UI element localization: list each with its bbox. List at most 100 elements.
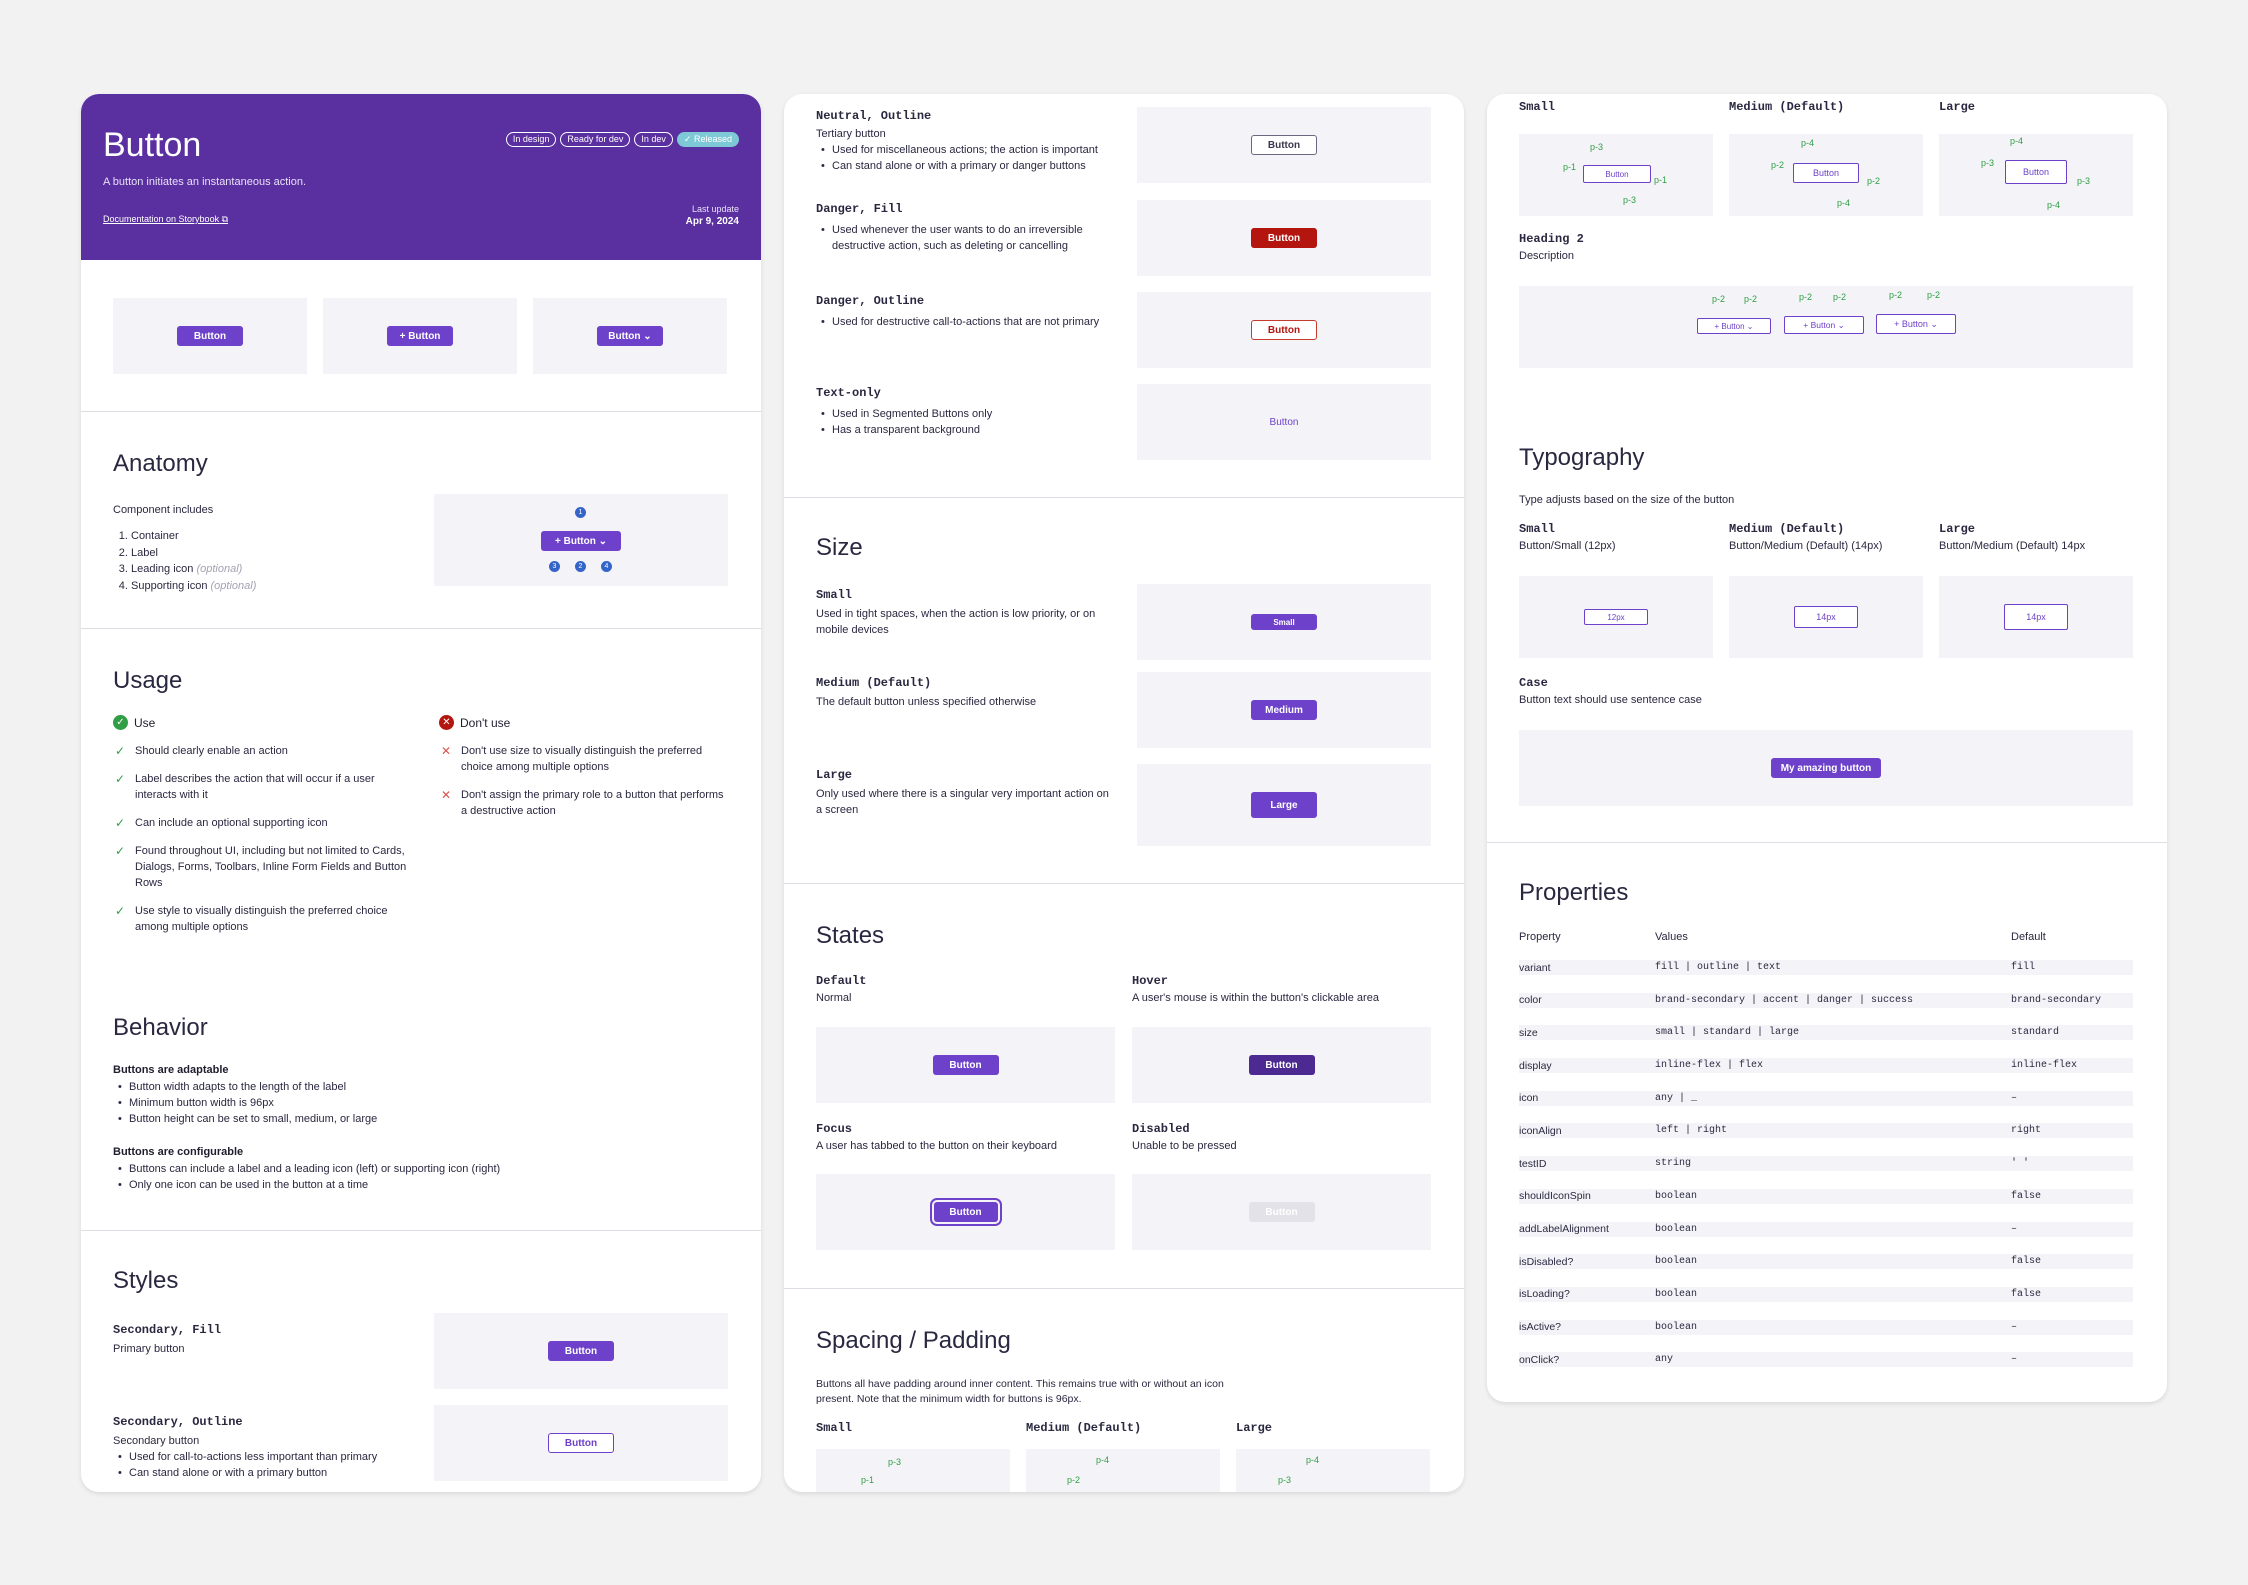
style-bullet: Used for call-to-actions less important … — [113, 1449, 413, 1465]
example-button-with-chevron[interactable]: Button ⌄ — [597, 326, 663, 346]
behavior-item: Button width adapts to the length of the… — [113, 1079, 713, 1095]
table-row: size small | standard | large standard — [1519, 1025, 2133, 1041]
example-button-leading-icon: + Button — [323, 298, 517, 374]
padding-size-label: Large — [1939, 100, 1976, 114]
danger-outline-button[interactable]: Button — [1251, 320, 1317, 340]
medium-button[interactable]: Medium — [1251, 700, 1317, 720]
plus-icon: + — [399, 330, 409, 342]
properties-section: Properties Property Values Default — [1487, 842, 2167, 1402]
spacing-preview — [816, 1449, 1010, 1492]
check-icon: ✓ — [115, 816, 126, 830]
dont-item: ✕ Don't use size to visually distinguish … — [441, 744, 703, 773]
table-row: isDisabled? boolean false — [1519, 1254, 2133, 1270]
properties-table: variant fill | outline | text fill color br… — [1519, 960, 2133, 1385]
behavior-item: Only one icon can be used in the button … — [113, 1177, 713, 1193]
behavior-group-1-list: Button width adapts to the length of the… — [113, 1079, 713, 1127]
behavior-group-2-title: Buttons are configurable — [113, 1146, 244, 1158]
padding-label: p-2 — [1867, 176, 1881, 186]
secondary-outline-button[interactable]: Button — [548, 1433, 614, 1453]
style-bullets: Used in Segmented Buttons only Has a tra… — [816, 406, 1116, 438]
check-icon: ✓ — [115, 904, 126, 918]
padding-label: p-2 — [1067, 1475, 1081, 1485]
padding-label: p-1 — [1654, 175, 1668, 185]
case-desc: Button text should use sentence case — [1519, 694, 1702, 706]
spacing-title: Spacing / Padding — [816, 1327, 1011, 1354]
state-label: Focus — [816, 1122, 853, 1136]
typography-label: Small — [1519, 522, 1556, 536]
page-header: Button A button initiates an instantaneo… — [81, 94, 761, 260]
typography-large-sample: 14px — [2004, 604, 2068, 630]
table-row: variant fill | outline | text fill — [1519, 960, 2133, 975]
state-preview: Button — [1132, 1027, 1431, 1103]
padding-label: p-2 — [1927, 290, 1941, 300]
spacing-section: Spacing / Padding Buttons all have paddi… — [784, 1288, 1464, 1492]
col-values: Values — [1655, 931, 1688, 943]
padding-label: p-3 — [2077, 176, 2091, 186]
use-item: ✓ Use style to visually distinguish the p… — [115, 904, 388, 933]
typography-preview: 14px — [1939, 576, 2133, 658]
size-desc: The default button unless specified othe… — [816, 696, 1037, 708]
style-label: Secondary, Outline — [113, 1415, 243, 1429]
focus-state-button[interactable]: Button — [929, 1198, 1002, 1226]
behavior-item: Buttons can include a label and a leadin… — [113, 1161, 713, 1177]
example-button[interactable]: Button — [177, 326, 243, 346]
storybook-link[interactable]: Documentation on Storybook ⧉ — [103, 214, 229, 224]
style-bullets: Used whenever the user wants to do an ir… — [816, 222, 1116, 254]
state-desc: Normal — [816, 992, 852, 1004]
col-property: Property — [1519, 931, 1561, 943]
example-button-with-plus[interactable]: + Button — [387, 326, 453, 346]
style-preview: Button — [1137, 200, 1431, 276]
style-preview: Button — [1137, 107, 1431, 183]
tag-ready-for-dev: Ready for dev — [560, 132, 631, 147]
style-label: Neutral, Outline — [816, 109, 932, 123]
state-label: Default — [816, 974, 867, 988]
icon-padding-button: + Button ⌄ — [1876, 314, 1956, 334]
case-label: Case — [1519, 676, 1548, 690]
size-desc: Only used where there is a singular very… — [816, 788, 1109, 816]
marker-3: 3 — [549, 561, 560, 572]
default-state-button[interactable]: Button — [932, 1055, 999, 1075]
padding-size-label: Medium (Default) — [1729, 100, 1845, 114]
style-bullet: Has a transparent background — [816, 422, 1116, 438]
secondary-fill-button[interactable]: Button — [548, 1341, 614, 1361]
table-row: display inline-flex | flex inline-flex — [1519, 1058, 2133, 1074]
behavior-title: Behavior — [113, 1014, 208, 1041]
style-preview: Button — [434, 1405, 728, 1481]
style-bullet: Can stand alone or with a primary button — [113, 1465, 413, 1481]
size-label: Small — [816, 588, 853, 602]
anatomy-diagram: + Button ⌄ 1 3 2 4 — [434, 494, 728, 586]
table-row: testID string ' ' — [1519, 1156, 2133, 1172]
state-desc: A user has tabbed to the button on their… — [816, 1140, 1057, 1152]
style-label: Secondary, Fill — [113, 1323, 222, 1337]
style-bullet: Used for destructive call-to-actions tha… — [816, 314, 1116, 330]
spacing-preview — [1026, 1449, 1220, 1492]
case-preview: My amazing button — [1519, 730, 2133, 806]
danger-fill-button[interactable]: Button — [1251, 228, 1317, 248]
dont-item: ✕ Don't assign the primary role to a butt… — [441, 788, 724, 817]
hover-state-button[interactable]: Button — [1248, 1055, 1315, 1075]
text-only-button[interactable]: Button — [1269, 416, 1299, 428]
chevron-down-icon: ⌄ — [640, 330, 652, 342]
disabled-state-button: Button — [1248, 1202, 1315, 1222]
x-circle-icon: ✕ — [439, 715, 454, 730]
anatomy-intro: Component includes — [113, 504, 214, 516]
last-update-label: Last update — [691, 204, 739, 214]
usage-title: Usage — [113, 667, 183, 694]
style-bullets: Used for miscellaneous actions; the acti… — [816, 142, 1116, 174]
col-default: Default — [2011, 931, 2046, 943]
size-section: Size Small Used in tight spaces, when th… — [784, 497, 1464, 883]
case-example-button[interactable]: My amazing button — [1771, 758, 1881, 778]
large-button[interactable]: Large — [1251, 792, 1317, 818]
icon-padding-button: + Button ⌄ — [1697, 318, 1771, 334]
doc-panel-right: Small Medium (Default) Large Button p-3 … — [1487, 94, 2167, 1402]
padding-label: p-3 — [1278, 1475, 1292, 1485]
padding-button-large: Button — [2005, 160, 2067, 184]
table-row: iconAlign left | right right — [1519, 1123, 2133, 1139]
neutral-outline-button[interactable]: Button — [1251, 135, 1317, 155]
x-icon: ✕ — [441, 788, 452, 802]
padding-label: p-2 — [1712, 294, 1726, 304]
size-label: Large — [816, 768, 853, 782]
small-button[interactable]: Small — [1251, 614, 1317, 630]
style-desc: Tertiary button — [816, 128, 886, 140]
behavior-item: Minimum button width is 96px — [113, 1095, 713, 1111]
